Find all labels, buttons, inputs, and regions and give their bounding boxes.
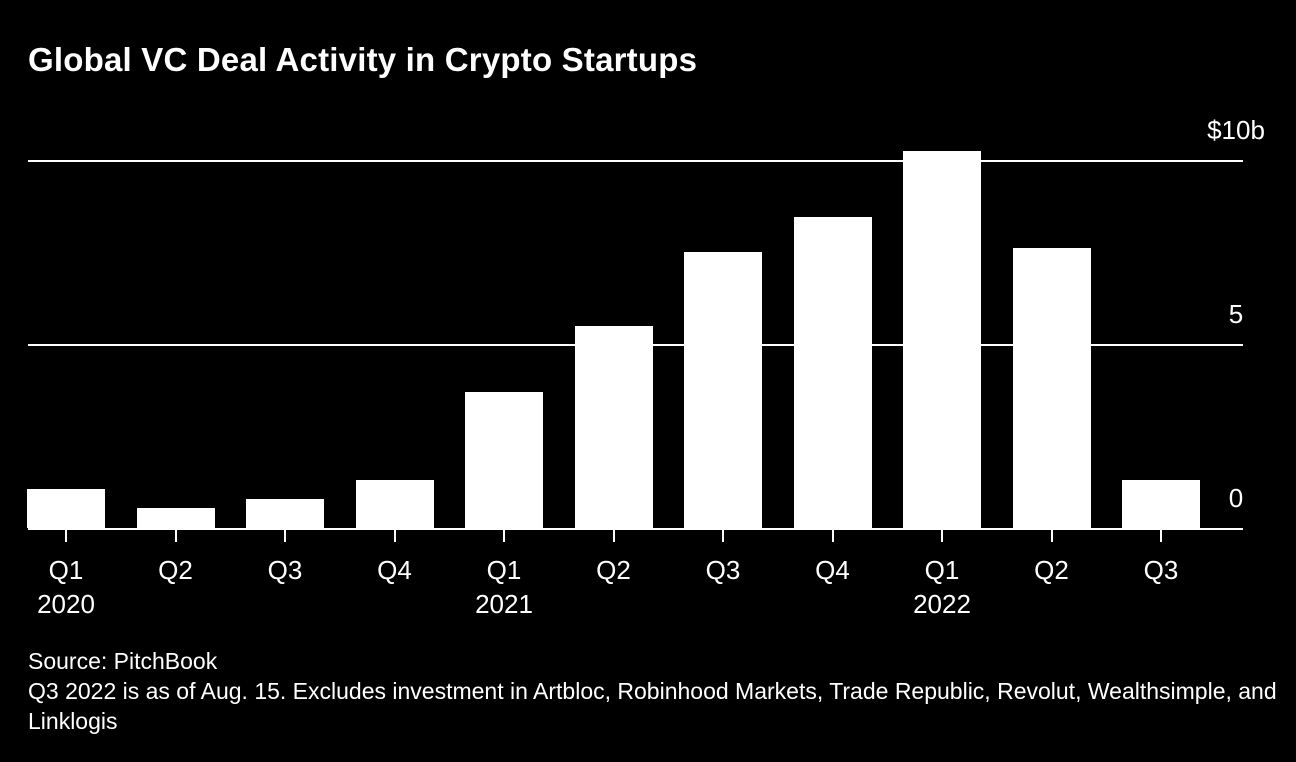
year-label-2022: 2022 bbox=[913, 589, 971, 619]
x-label-q1-2021: Q1 bbox=[486, 555, 522, 585]
y-axis-label--10b: $10b bbox=[1207, 115, 1265, 145]
chart-title: Global VC Deal Activity in Crypto Startu… bbox=[28, 41, 698, 78]
bar-q4-2020 bbox=[356, 480, 434, 528]
x-label-q4-2020: Q4 bbox=[377, 555, 412, 585]
gridline--10b bbox=[28, 160, 1243, 162]
y-axis-label-0: 0 bbox=[1228, 483, 1244, 513]
bar-q2-2020 bbox=[137, 508, 215, 528]
x-tick-q4-2021 bbox=[832, 530, 834, 542]
x-tick-q2-2022 bbox=[1051, 530, 1053, 542]
bar-q1-2022 bbox=[903, 151, 981, 528]
x-tick-q3-2020 bbox=[284, 530, 286, 542]
x-label-q2-2020: Q2 bbox=[158, 555, 193, 585]
bar-q3-2020 bbox=[246, 499, 324, 528]
year-label-2021: 2021 bbox=[475, 589, 533, 619]
x-label-q3-2022: Q3 bbox=[1143, 555, 1179, 585]
bar-q1-2020 bbox=[27, 489, 105, 528]
x-tick-q3-2021 bbox=[722, 530, 724, 542]
bar-q3-2022 bbox=[1122, 480, 1200, 528]
bar-q3-2021 bbox=[684, 252, 762, 528]
x-tick-q4-2020 bbox=[394, 530, 396, 542]
x-tick-q2-2021 bbox=[613, 530, 615, 542]
x-tick-q2-2020 bbox=[175, 530, 177, 542]
x-label-q4-2021: Q4 bbox=[815, 555, 850, 585]
y-axis-label-5: 5 bbox=[1228, 299, 1244, 329]
x-label-q1-2020: Q1 bbox=[48, 555, 84, 585]
x-tick-q3-2022 bbox=[1160, 530, 1162, 542]
x-tick-q1-2021 bbox=[503, 530, 505, 542]
gridline-0 bbox=[28, 528, 1243, 530]
bar-q4-2021 bbox=[794, 217, 872, 528]
x-label-q2-2022: Q2 bbox=[1034, 555, 1069, 585]
bar-q2-2022 bbox=[1013, 248, 1091, 528]
x-label-q3-2021: Q3 bbox=[705, 555, 741, 585]
bar-q2-2021 bbox=[575, 326, 653, 528]
year-label-2020: 2020 bbox=[37, 589, 95, 619]
x-tick-q1-2020 bbox=[65, 530, 67, 542]
source-line: Source: PitchBook bbox=[28, 648, 218, 674]
x-label-q2-2021: Q2 bbox=[596, 555, 631, 585]
chart-footer: Source: PitchBook Q3 2022 is as of Aug. … bbox=[28, 646, 1288, 736]
x-label-q1-2022: Q1 bbox=[924, 555, 960, 585]
bar-q1-2021 bbox=[465, 392, 543, 528]
footnote: Q3 2022 is as of Aug. 15. Excludes inves… bbox=[28, 678, 1277, 734]
x-tick-q1-2022 bbox=[941, 530, 943, 542]
x-label-q3-2020: Q3 bbox=[267, 555, 303, 585]
